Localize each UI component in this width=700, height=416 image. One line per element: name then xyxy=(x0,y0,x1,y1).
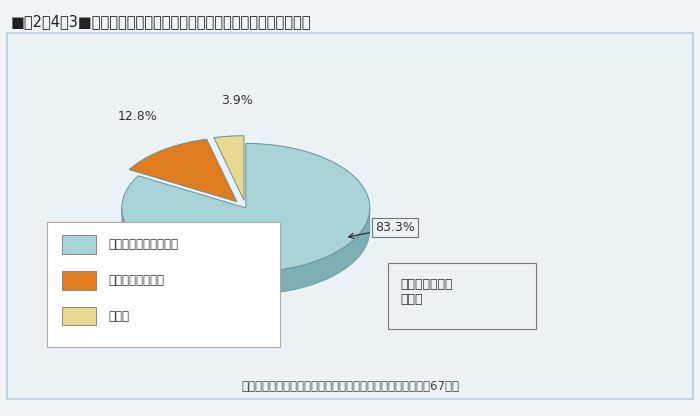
Bar xyxy=(62,235,96,254)
FancyBboxPatch shape xyxy=(7,33,693,399)
Text: 83.3%: 83.3% xyxy=(349,221,415,238)
Bar xyxy=(62,271,96,290)
FancyBboxPatch shape xyxy=(388,263,536,329)
Text: 焼死等によるもの: 焼死等によるもの xyxy=(108,274,164,287)
Polygon shape xyxy=(214,136,244,200)
Text: 3.9%: 3.9% xyxy=(220,94,253,107)
Polygon shape xyxy=(122,208,370,295)
Text: ■図2－4－3■　阪神・淡路大震災における獻牲者（神戸市内）の死因: ■図2－4－3■ 阪神・淡路大震災における獻牲者（神戸市内）の死因 xyxy=(10,15,311,30)
Text: 12.8%: 12.8% xyxy=(118,109,157,123)
Text: 建物倒壊等によるもの: 建物倒壊等によるもの xyxy=(108,238,178,251)
Text: その他: その他 xyxy=(108,310,129,323)
Text: 建物倒壊による
圧死等: 建物倒壊による 圧死等 xyxy=(400,277,453,306)
Polygon shape xyxy=(122,144,370,272)
Bar xyxy=(62,307,96,325)
Polygon shape xyxy=(130,139,237,202)
FancyBboxPatch shape xyxy=(47,222,279,347)
Text: 出典：「神戸市内における検死統計」（兵庫県監察医，平成67年）: 出典：「神戸市内における検死統計」（兵庫県監察医，平成67年） xyxy=(241,380,459,393)
